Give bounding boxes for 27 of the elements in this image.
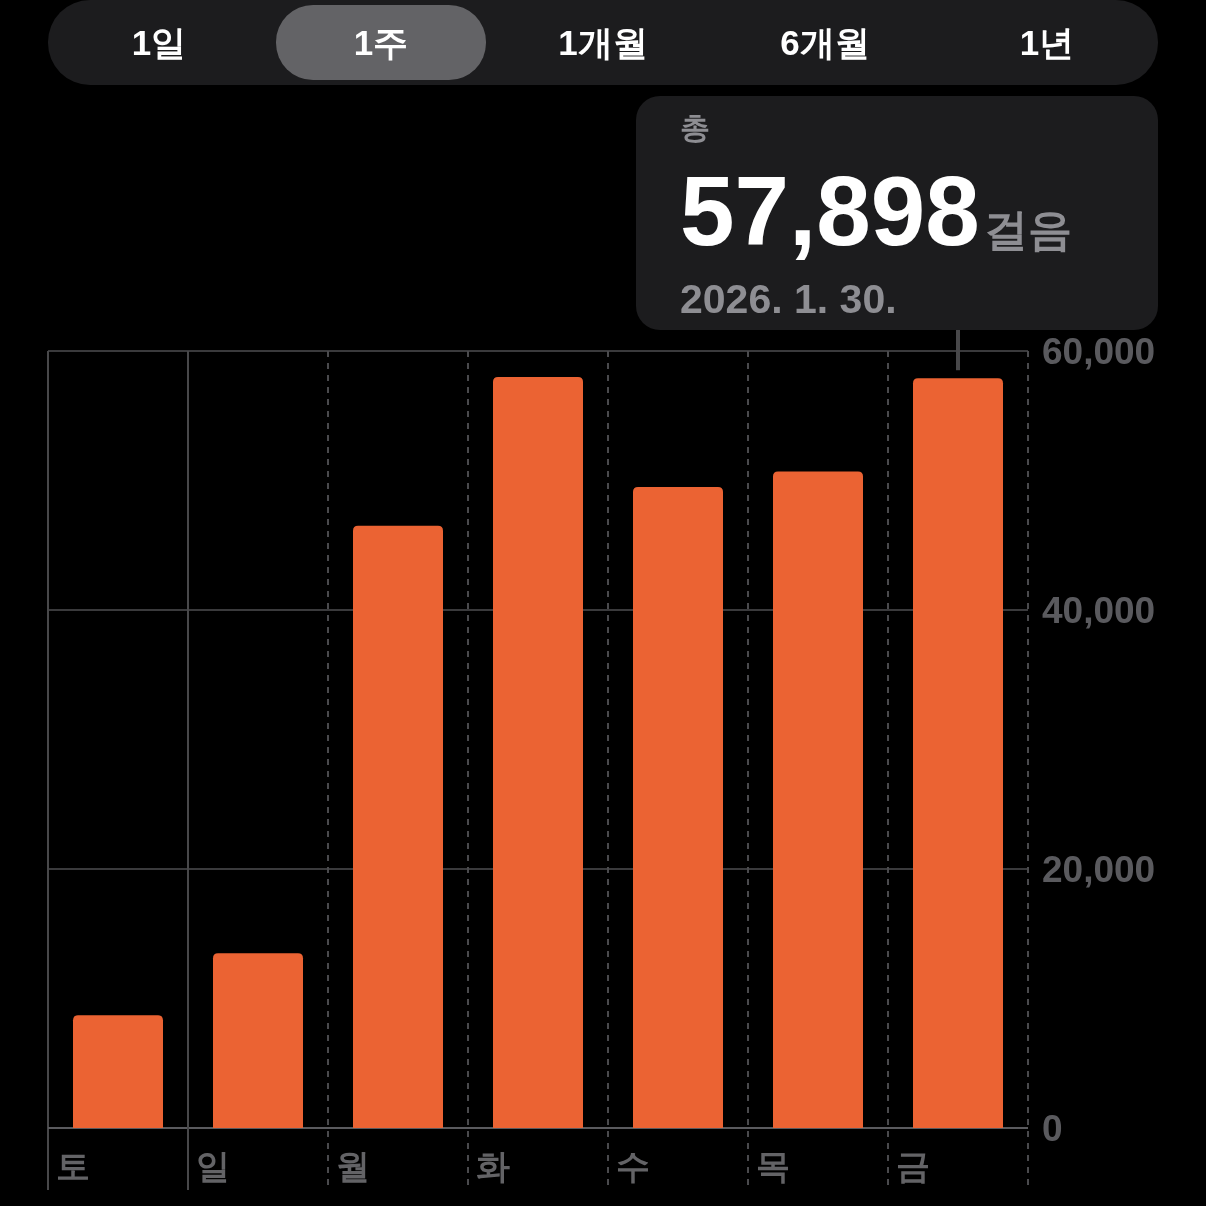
bar xyxy=(913,378,1003,1128)
x-tick-label: 목 xyxy=(756,1147,790,1185)
y-tick-label: 40,000 xyxy=(1042,590,1156,631)
annotation: 57,898 xyxy=(680,156,980,266)
x-tick-label: 일 xyxy=(196,1147,230,1185)
bar xyxy=(773,471,863,1128)
bar xyxy=(213,953,303,1128)
x-tick-label: 수 xyxy=(616,1147,650,1185)
x-tick-label: 월 xyxy=(336,1147,370,1185)
x-tick-label: 토 xyxy=(56,1147,90,1185)
bar xyxy=(633,486,723,1128)
bar xyxy=(493,376,583,1128)
x-tick-label: 화 xyxy=(476,1147,510,1185)
text: 1일 xyxy=(131,23,187,62)
text: 6개월 xyxy=(780,23,870,62)
bar xyxy=(353,525,443,1128)
text: 총 xyxy=(680,111,710,144)
y-tick-label: 0 xyxy=(1042,1108,1063,1149)
text: 2026. 1. 30. xyxy=(680,276,897,322)
x-tick-label: 금 xyxy=(896,1147,930,1185)
y-tick-label: 20,000 xyxy=(1042,849,1156,890)
y-tick-label: 60,000 xyxy=(1042,331,1156,372)
text: 1개월 xyxy=(558,23,648,62)
text: 걸음 xyxy=(983,205,1072,254)
text: 1년 xyxy=(1019,23,1075,62)
bar xyxy=(73,1015,163,1128)
text: 1주 xyxy=(353,23,409,62)
